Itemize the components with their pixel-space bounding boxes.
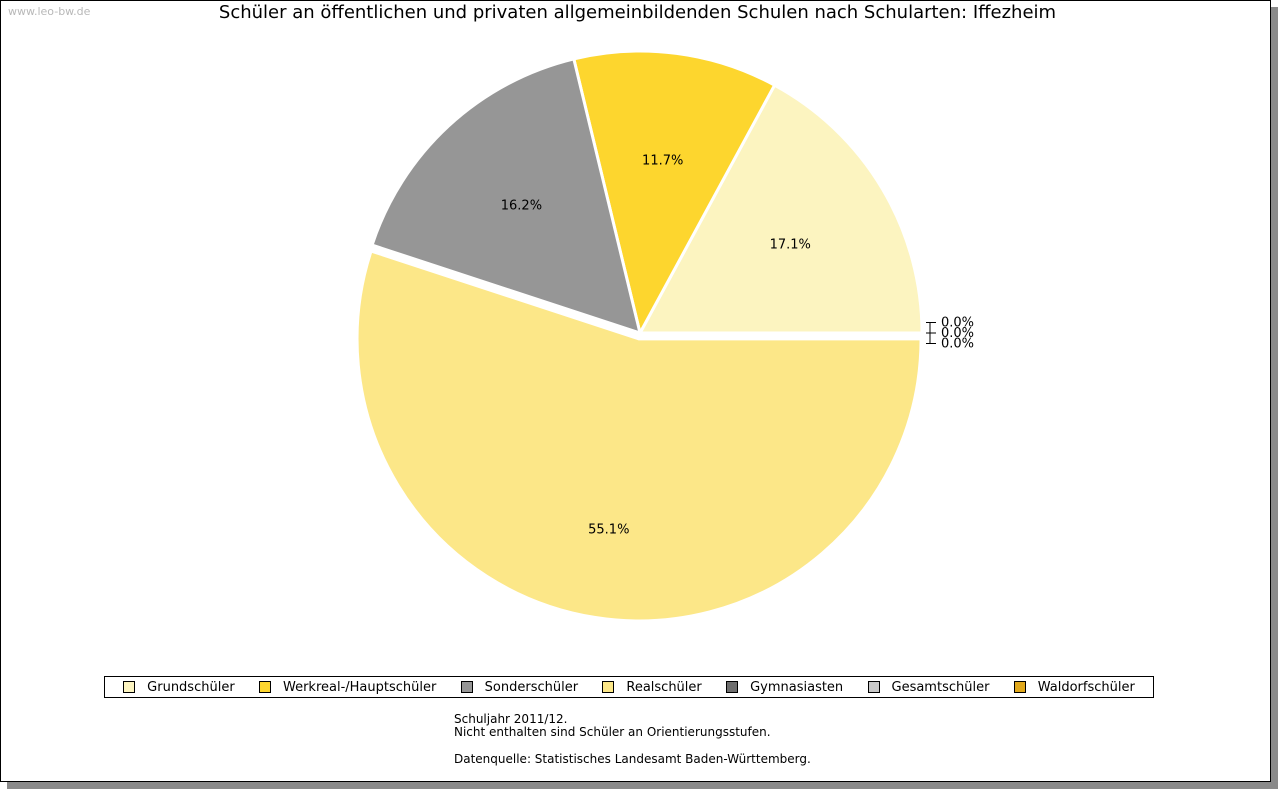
legend-label: Gymnasiasten [750,679,844,695]
legend-swatch [460,681,473,693]
legend-item-grundschueler: Grundschüler [123,680,235,695]
legend-swatch [726,681,739,693]
slice-label-gymnasiasten: 0.0% [941,316,974,331]
slice-label-werkreal-hauptschueler: 11.7% [642,154,683,169]
legend-item-werkreal-hauptschueler: Werkreal-/Hauptschüler [258,679,437,695]
legend-label: Realschüler [626,679,702,695]
slice-label-realschueler: 55.1% [588,522,629,537]
legend: Grundschüler Werkreal-/Hauptschüler Sond… [104,676,1154,698]
footnote-exclusion-note: Nicht enthalten sind Schüler an Orientie… [454,725,771,739]
legend-label: Gesamtschüler [891,679,990,695]
pie-slice-sonderschueler [370,57,643,336]
legend-swatch [1013,681,1026,693]
legend-item-gesamtschueler: Gesamtschüler [867,679,990,695]
chart-title: Schüler an öffentlichen und privaten all… [218,2,1057,23]
slice-label-sonderschueler: 16.2% [501,199,542,214]
legend-swatch [602,681,615,693]
footnote-data-source: Datenquelle: Statistisches Landesamt Bad… [454,752,811,766]
legend-item-realschueler: Realschüler [602,679,702,695]
legend-label: Werkreal-/Hauptschüler [282,679,437,695]
legend-swatch [258,681,271,693]
pie-slice-realschueler [355,249,923,623]
legend-item-waldorfschueler: Waldorfschüler [1013,679,1135,695]
pie-slice-grundschueler [637,83,924,335]
slice-label-waldorfschueler: 0.0% [941,337,974,352]
frame-shadow-right [1271,7,1278,789]
footnote-school-year: Schuljahr 2011/12. [454,712,568,726]
frame-shadow-bottom [7,782,1278,789]
slice-label-gesamtschueler: 0.0% [941,326,974,341]
legend-item-sonderschueler: Sonderschüler [460,679,579,695]
legend-label: Sonderschüler [484,679,579,695]
watermark: www.leo-bw.de [8,5,91,18]
legend-label: Grundschüler [147,679,235,695]
legend-label: Waldorfschüler [1037,679,1135,695]
legend-swatch [867,681,880,693]
footnote: Schuljahr 2011/12. Nicht enthalten sind … [454,713,811,766]
slice-label-grundschueler: 17.1% [770,238,811,253]
legend-item-gymnasiasten: Gymnasiasten [726,680,843,695]
legend-swatch [123,681,136,693]
